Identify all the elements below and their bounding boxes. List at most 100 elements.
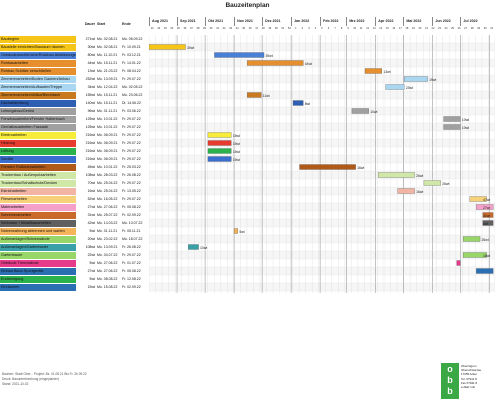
task-row: Baubeginn 271wt Mo. 02.08.21 Mo. 05.09.22 — [0, 35, 149, 43]
task-row: Zimmererarbeiten/Boden Gauben/Anbau 252wt… — [0, 75, 149, 83]
duration-header: Dauer — [84, 22, 95, 26]
month-label: Mrz 2022 — [346, 17, 375, 26]
bar-label: 8wt — [305, 102, 310, 106]
row-band — [149, 43, 495, 51]
task-name: Außenanlagen/Gartenbauer — [0, 243, 76, 251]
gantt-svg: 30wt 39wt 44wt 13wt 19wt 23wt 11wt 8wt 10wt 10wt 1… — [149, 35, 495, 293]
week-number: 13 — [372, 27, 376, 30]
task-end: Di. 14.06.22 — [122, 100, 141, 105]
end-header: Ende — [122, 22, 131, 26]
task-end: Fr. 03.12.21 — [122, 52, 141, 57]
task-duration: 45wt — [87, 164, 95, 169]
task-end: Fr. 01.07.22 — [122, 260, 141, 265]
task-end: Fr. 26.08.22 — [122, 244, 141, 249]
task-end: Fr. 02.09.22 — [122, 284, 141, 289]
week-number: 37 — [189, 27, 193, 30]
company-address: Oberrittgern Oberschwarzau 17055 Acker T… — [461, 364, 495, 389]
week-number: 50 — [274, 27, 278, 30]
task-name: Rohbau Schlitze verschließen — [0, 67, 76, 75]
task-row: Schlosser / Metallbauarbeiten 42wt Mo. 14.… — [0, 219, 149, 227]
task-name: Gerüstbauarbeiten Fassade — [0, 123, 76, 131]
week-number: 11 — [359, 27, 363, 30]
task-bar — [351, 108, 369, 114]
week-number: 17 — [398, 27, 402, 30]
task-name: Baubeginn — [0, 35, 76, 43]
row-band — [149, 267, 495, 275]
task-end: Fr. 05.11.21 — [122, 228, 141, 233]
task-start: Mo. 04.07.22 — [97, 252, 118, 257]
task-duration: 31wt — [87, 212, 95, 217]
week-number: 49 — [268, 27, 272, 30]
task-name: Schlosser / Metallbauarbeiten — [0, 219, 76, 227]
task-name: Notverwahrung abtrennen und warten — [0, 227, 76, 235]
week-number: 12 — [366, 27, 370, 30]
task-start: Mo. 08.08.22 — [97, 276, 118, 281]
week-number: 39 — [203, 27, 206, 30]
task-start: Mo. 28.03.22 — [97, 172, 118, 177]
task-row: Fenstbauarbeiten/Fenster Haltenbach 125wt… — [0, 115, 149, 123]
task-start: Mo. 15.11.21 — [97, 60, 118, 65]
task-row: Rohbauarbeiten 44wt Mo. 15.11.21 Fr. 14.01.… — [0, 59, 149, 67]
task-duration: 20wt — [87, 236, 95, 241]
task-name: Elektroarbeiten — [0, 131, 76, 139]
task-end: Fr. 02.09.22 — [122, 212, 141, 217]
month-label: Aug 2021 — [149, 17, 177, 26]
task-duration: 216wt — [85, 132, 95, 137]
footer: Bauherr: Stadt Ober... Projekt: Bz. 01.0… — [0, 362, 495, 400]
task-end: Fr. 10.09.21 — [122, 44, 141, 49]
task-row: Gerüstbauarbeiten Fassade 125wt Mo. 10.01.… — [0, 123, 149, 131]
task-duration: 80wt — [87, 52, 95, 57]
task-name: Heizung — [0, 139, 76, 147]
task-end: Fr. 26.08.22 — [122, 172, 141, 177]
task-bar — [207, 140, 232, 146]
task-start: Mo. 06.09.21 — [97, 132, 118, 137]
task-start: Mo. 13.09.21 — [97, 76, 118, 81]
week-number: 22 — [431, 27, 435, 30]
bar-label: 39wt — [266, 54, 273, 58]
task-duration: 34wt — [87, 84, 95, 89]
week-number: 5 — [321, 27, 323, 30]
task-name: Fenstbauarbeiten/Fenster Haltenbach — [0, 115, 76, 123]
bar-label: 23wt — [406, 86, 413, 90]
task-row: Notverwahrung abtrennen und warten 5wt Mo.… — [0, 227, 149, 235]
bar-label: 10wt — [462, 118, 469, 122]
task-row: Rohbau Schlitze verschließen 13wt Mo. 21.0… — [0, 67, 149, 75]
bar-label: 18wt — [483, 254, 490, 258]
week-number: 48 — [261, 27, 265, 30]
row-band — [149, 251, 495, 259]
task-name: Malerarbeiten — [0, 203, 76, 211]
start-header: Start — [97, 22, 106, 26]
row-band — [149, 187, 495, 195]
task-start: Mo. 15.11.21 — [97, 100, 118, 105]
week-number: 45 — [242, 27, 246, 30]
address-line: 17055 Acker — [461, 372, 478, 377]
task-duration: 30wt — [87, 44, 95, 49]
task-start: Mo. 27.06.22 — [97, 204, 118, 209]
month-label: Dez 2021 — [262, 17, 291, 26]
task-row: Schreinerarbeiten 31wt Mo. 25.07.22 Fr. 02.… — [0, 211, 149, 219]
task-start: Mo. 10.01.22 — [97, 116, 118, 121]
month-label: Apr 2022 — [375, 17, 403, 26]
task-duration: 5wt — [89, 260, 95, 265]
task-bar — [482, 212, 494, 218]
task-bar — [476, 204, 494, 210]
task-name: Fliesenarbeiten — [0, 195, 76, 203]
task-bar — [247, 60, 304, 66]
task-end: Mo. 23.06.22 — [122, 92, 143, 97]
week-number: 14 — [379, 27, 383, 30]
task-bar — [443, 124, 461, 130]
task-duration: 16wt — [87, 188, 95, 193]
task-start: Mo. 13.09.21 — [97, 244, 118, 249]
month-label: Sep 2021 — [177, 17, 205, 26]
task-start: Mo. 25.04.22 — [97, 188, 118, 193]
row-band — [149, 283, 495, 291]
task-bar — [397, 188, 415, 194]
month-label: Jun 2022 — [432, 17, 460, 26]
task-start: Mo. 06.09.21 — [97, 140, 118, 145]
week-number: 38 — [196, 27, 200, 30]
week-number: 1 — [295, 27, 297, 30]
task-duration: 140wt — [85, 100, 95, 105]
task-bar — [385, 84, 405, 90]
task-duration: 271wt — [85, 36, 95, 41]
task-name: Endreinigung — [0, 275, 76, 283]
